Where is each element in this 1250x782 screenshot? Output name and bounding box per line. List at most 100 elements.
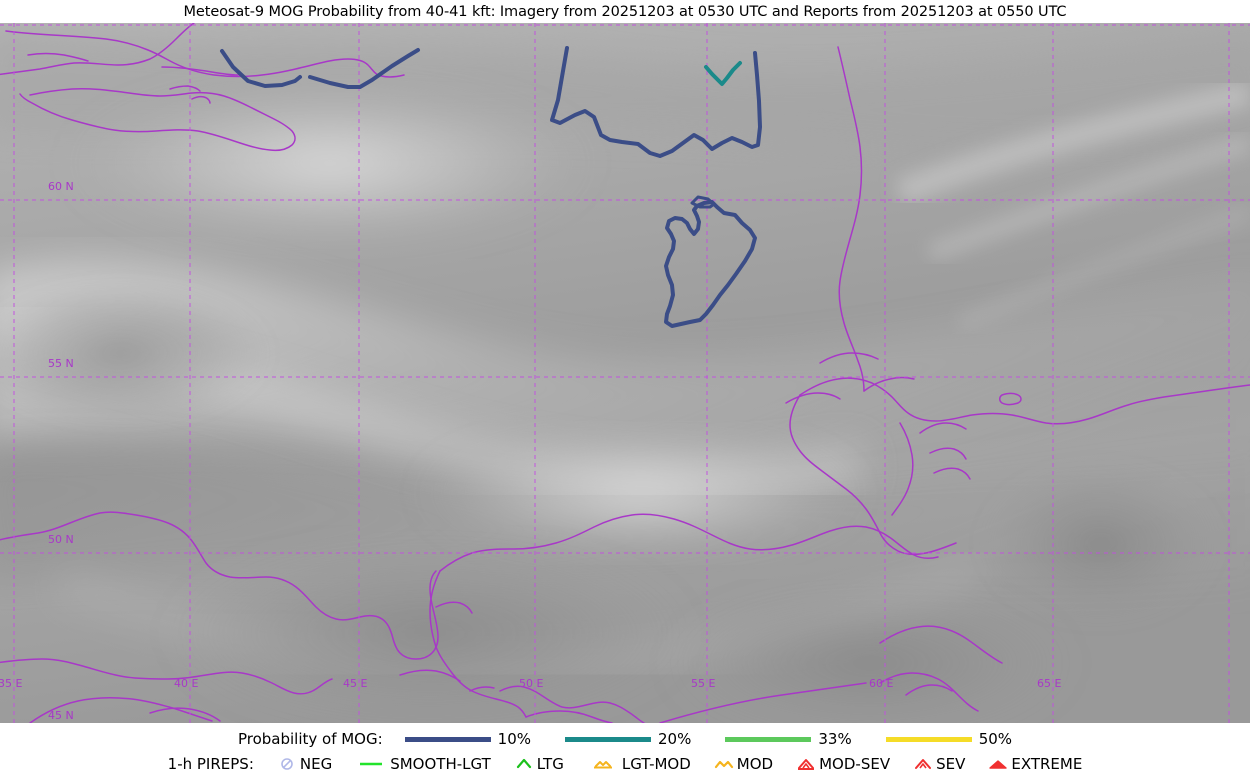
pirep-label-extreme: EXTREME [1011,755,1083,773]
probability-label-50: 50% [978,730,1013,748]
probability-swatch-50 [885,736,972,742]
mod-sev-triangle-icon [795,755,817,773]
probability-legend-row: Probability of MOG: 10% 20% 33% 50% [0,726,1250,752]
pirep-legend-item-ltg: LTG [513,755,564,773]
legend-panel: Probability of MOG: 10% 20% 33% 50% 1-h … [0,723,1250,782]
probability-swatch-10 [404,736,491,742]
lon-label: 65 E [1037,677,1061,690]
pirep-legend-item-mod: MOD [713,755,773,773]
lat-label: 45 N [48,709,74,722]
coastline-path [435,601,473,614]
coastline-path [169,85,201,92]
contour-20pct [704,61,742,86]
cloud-blob [170,543,690,723]
probability-label-33: 33% [818,730,852,748]
mod-caret-icon [713,755,735,773]
coastline-path [933,467,971,480]
lat-label: 55 N [48,357,74,370]
neg-circle-slash-icon [276,755,298,773]
coastline-path [29,696,213,723]
lon-label: 45 E [343,677,367,690]
probability-swatch-33 [725,736,812,742]
pirep-label-smooth-lgt: SMOOTH-LGT [390,755,491,773]
lat-label: 50 N [48,533,74,546]
contour-10pct [220,49,302,88]
coastline-layer [0,23,1250,723]
coastline-path [879,672,979,712]
pirep-legend-item-neg: NEG [276,755,332,773]
coastline-path [999,392,1022,406]
coastline-path [191,95,211,104]
sev-triangle-icon [912,755,934,773]
coastline-path [161,66,239,76]
coastline-path [891,422,914,516]
coastline-path [879,625,1003,664]
page-title: Meteosat-9 MOG Probability from 40-41 kf… [183,3,1067,20]
probability-legend-item-33: 33% [725,730,852,748]
coastline-path [399,669,461,682]
pirep-label-sev: SEV [936,755,966,773]
probability-label-20: 20% [658,730,692,748]
pirep-legend-item-lgt-mod: LGT-MOD [586,755,691,773]
pirep-legend-item-mod-sev: MOD-SEV [795,755,890,773]
coastline-path [863,376,915,392]
map-panel[interactable]: 60 N 55 N 50 N 45 N 35 E 40 E 45 E 50 E … [0,23,1250,723]
pireps-legend-row: 1-h PIREPS: NEG SMOOTH-LGT [0,751,1250,777]
title-bar: Meteosat-9 MOG Probability from 40-41 kf… [0,0,1250,23]
pireps-legend-heading: 1-h PIREPS: [167,755,254,773]
cloud-blob [70,83,590,243]
lon-label: 55 E [691,677,715,690]
coastline-path [5,30,405,78]
cloud-blob [670,593,1070,723]
coastline-path [439,513,939,572]
coastline-path [919,422,967,434]
coastline-path [469,686,495,692]
satellite-imagery-layer [0,23,1250,723]
pirep-label-ltg: LTG [536,755,564,773]
coastline-path [785,392,841,404]
coastline-path [0,511,439,660]
coastline-path [789,394,957,556]
grid-label-layer: 60 N 55 N 50 N 45 N 35 E 40 E 45 E 50 E … [0,180,1061,722]
contour-10pct [550,46,762,158]
map-canvas[interactable]: 60 N 55 N 50 N 45 N 35 E 40 E 45 E 50 E … [0,23,1250,723]
cirrus-streak [957,206,1250,330]
cirrus-streak [926,134,1250,262]
lon-label: 40 E [174,677,198,690]
lon-label: 35 E [0,677,22,690]
coastline-path [659,682,867,723]
probability-swatch-20 [565,736,652,742]
coastline-path [837,46,865,392]
lat-label: 60 N [48,180,74,193]
ltg-caret-icon [513,755,535,773]
lon-label: 60 E [869,677,893,690]
probability-legend-item-50: 50% [885,730,1013,748]
coastline-path [149,707,221,722]
cloud-blob [0,283,270,423]
coastline-path [525,710,613,723]
pirep-legend-item-sev: SEV [912,755,965,773]
pirep-legend-item-smooth-lgt: SMOOTH-LGT [354,755,491,773]
smooth-lgt-line-icon [354,755,388,773]
coastline-path [27,52,89,62]
gridline-layer [0,23,1250,723]
coastline-path [499,685,645,723]
probability-label-10: 10% [497,730,532,748]
coastline-path [0,658,333,695]
coastline-path [19,88,296,152]
cloud-blob [420,433,860,553]
coastline-path [429,570,527,718]
coastline-path [929,447,967,460]
pirep-label-mod: MOD [736,755,774,773]
probability-legend-heading: Probability of MOG: [237,730,383,748]
pirep-label-neg: NEG [299,755,333,773]
contour-10pct [690,195,716,209]
coastline-path [819,352,879,364]
lgt-mod-caret-bar-icon [586,755,620,773]
pirep-label-lgt-mod: LGT-MOD [621,755,691,773]
contour-10pct [664,200,757,328]
lon-label: 50 E [519,677,543,690]
coastline-path [0,23,195,76]
probability-legend-item-10: 10% [404,730,532,748]
